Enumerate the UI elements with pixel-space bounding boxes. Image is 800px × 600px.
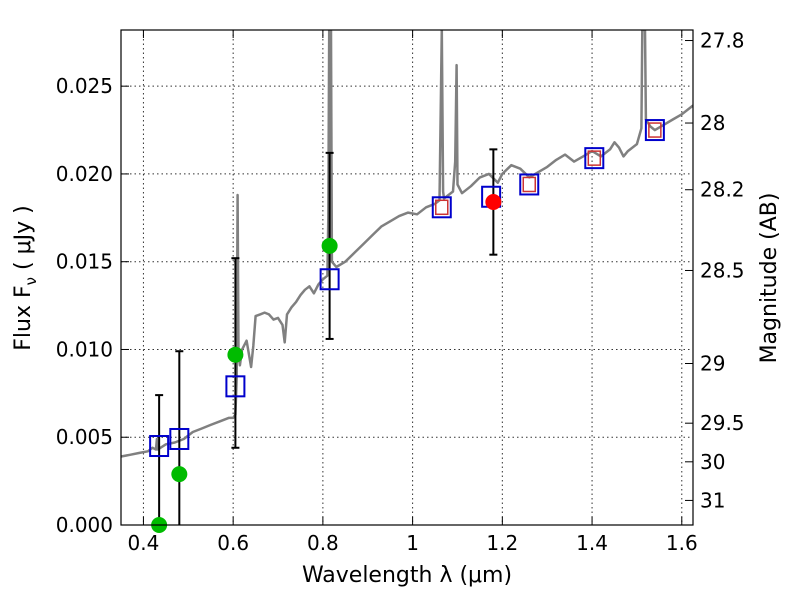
model-photometry-inner-square [648,122,662,138]
observed-nir-point [485,194,502,211]
y-axis-label-sub: ν [22,277,40,285]
model-photometry-square [431,196,452,219]
x-tick-label: 0.4 [128,531,160,555]
y2-tick-label: 28 [700,111,725,135]
y2-tick-label: 30 [700,450,725,474]
model-photometry-square [319,268,340,291]
y2-tick-label: 29.5 [700,411,745,435]
marker-layer [149,119,665,533]
x-tick-label: 1.2 [486,531,518,555]
x-axis-label: Wavelength λ (μm) [302,563,512,588]
model-photometry-square [584,147,605,170]
observed-optical-point [321,237,338,254]
observed-optical-point [171,466,188,483]
y2-axis-label: Magnitude (AB) [757,193,782,364]
model-photometry-square [644,119,665,142]
model-photometry-square [149,435,170,458]
x-tick-label: 1.4 [576,531,608,555]
model-photometry-square [169,427,190,450]
x-tick-label: 0.8 [307,531,339,555]
y2-tick-label: 28.5 [700,258,745,282]
model-photometry-inner-square [435,199,449,216]
plot-frame [120,29,694,526]
x-tick-label: 1 [406,531,419,555]
model-photometry-inner-square [522,176,537,193]
y-tick-label: 0.025 [56,74,113,98]
y2-tick-label: 31 [700,488,725,512]
y2-tick-label: 29 [700,352,725,376]
model-photometry-square [519,173,540,196]
y-tick-label: 0.015 [56,250,113,274]
model-photometry-inner-square [587,150,602,166]
data-layer [121,30,693,458]
y-axis-label-unit: ( μJy ) [11,205,36,277]
model-photometry-square [225,375,246,398]
y-tick-label: 0.005 [56,425,113,449]
spectrum-line [121,30,693,458]
y-tick-label: 0.020 [56,162,113,186]
observed-optical-point [227,346,244,363]
y-tick-label: 0.010 [56,337,113,361]
y-tick-label: 0.000 [56,513,113,537]
y-axis-label-main: Flux F [11,285,36,350]
y2-tick-label: 27.8 [700,29,745,53]
x-tick-label: 0.6 [217,531,249,555]
y2-tick-label: 28.2 [700,178,745,202]
x-tick-label: 1.6 [666,531,698,555]
y-axis-label: Flux Fν ( μJy ) [11,205,40,350]
axes-layer: 0.4 0.6 0.8 1 1.2 1.4 1.6 0.000 0.005 0.010 0.015 0… [56,29,745,555]
grid-layer [121,30,693,526]
